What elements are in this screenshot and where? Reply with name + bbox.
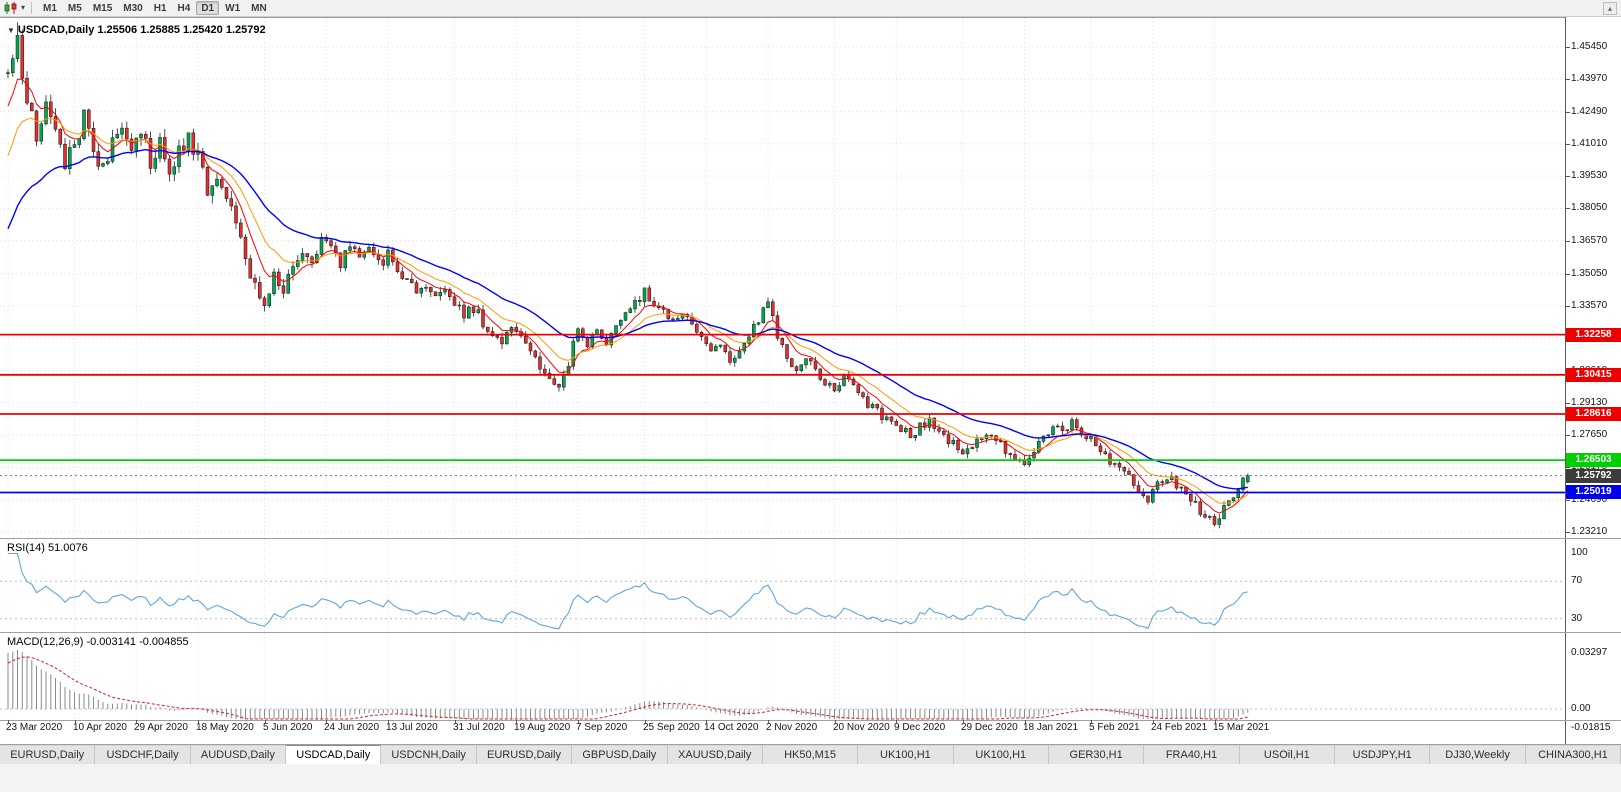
- macd-pane[interactable]: [0, 633, 1565, 720]
- timeframe-button-mn[interactable]: MN: [251, 3, 267, 14]
- pane-separator[interactable]: [0, 538, 1621, 539]
- candlesticks: [6, 22, 1250, 529]
- chart-tab-audusddaily[interactable]: AUDUSD,Daily: [190, 745, 287, 764]
- macd-signal-line: [7, 656, 1248, 720]
- ma-line-7: [7, 78, 1249, 514]
- chevron-down-icon[interactable]: ▾: [21, 3, 26, 12]
- moving-averages: [7, 78, 1249, 514]
- chart-tab-usdcaddaily[interactable]: USDCAD,Daily: [286, 745, 382, 764]
- chart-title: ▼ USDCAD,Daily 1.25506 1.25885 1.25420 1.…: [7, 24, 266, 36]
- chart-tab-eurusddaily[interactable]: EURUSD,Daily: [476, 745, 573, 764]
- timeframe-buttons: M1 M5 M15 M30 H1 H4 D1 W1 MN: [38, 1, 272, 15]
- chart-tab-usoilh1[interactable]: USOil,H1: [1239, 745, 1336, 764]
- horizontal-lines: [0, 333, 1565, 494]
- triangle-icon: ▼: [7, 26, 15, 35]
- chart-tab-usdjpyh1[interactable]: USDJPY,H1: [1335, 745, 1431, 764]
- chart-type-icon[interactable]: [4, 1, 18, 15]
- chart-tab-usdchfdaily[interactable]: USDCHF,Daily: [95, 745, 191, 764]
- pane-separator[interactable]: [0, 720, 1621, 721]
- chart-tab-xauusddaily[interactable]: XAUUSD,Daily: [667, 745, 763, 764]
- chart-tab-eurusddaily[interactable]: EURUSD,Daily: [0, 745, 96, 764]
- toolbar-collapse-button[interactable]: ▴: [1603, 1, 1617, 15]
- toolbar-separator: [31, 2, 33, 14]
- bottom-strip: [0, 764, 1621, 792]
- chart-tab-bar: EURUSD,Daily USDCHF,Daily AUDUSD,Daily USDC…: [0, 744, 1621, 764]
- ma-line-30: [7, 148, 1248, 490]
- price-axis-column[interactable]: [1565, 17, 1621, 744]
- price-pane[interactable]: [0, 18, 1565, 538]
- timeframe-button-d1[interactable]: D1: [196, 1, 220, 15]
- timeframe-button-w1[interactable]: W1: [225, 3, 241, 14]
- price-grid: [0, 18, 1565, 538]
- chart-tab-ger30h1[interactable]: GER30,H1: [1048, 745, 1145, 764]
- chart-tab-dj30weekly[interactable]: DJ30,Weekly: [1430, 745, 1526, 764]
- chart-tab-gbpusddaily[interactable]: GBPUSD,Daily: [572, 745, 668, 764]
- chart-tab-fra40h1[interactable]: FRA40,H1: [1144, 745, 1240, 764]
- macd-grid: [0, 633, 1565, 720]
- timeframe-button-m15[interactable]: M15: [92, 3, 113, 14]
- chart-window[interactable]: [0, 17, 1621, 744]
- top-toolbar: ▾ M1 M5 M15 M30 H1 H4 D1 W1 MN ▴: [0, 0, 1621, 17]
- chart-tab-usdcnhdaily[interactable]: USDCNH,Daily: [381, 745, 477, 764]
- chart-tab-uk100h1[interactable]: UK100,H1: [953, 745, 1049, 764]
- timeframe-button-m5[interactable]: M5: [67, 3, 82, 14]
- timeframe-button-h4[interactable]: H4: [177, 3, 191, 14]
- timeframe-button-m1[interactable]: M1: [43, 3, 57, 14]
- timeframe-button-m30[interactable]: M30: [123, 3, 143, 14]
- rsi-indicator-label: RSI(14) 51.0076: [7, 542, 88, 554]
- timeframe-button-h1[interactable]: H1: [153, 3, 167, 14]
- chart-tab-uk100h1[interactable]: UK100,H1: [858, 745, 954, 764]
- ma-line-14: [7, 117, 1249, 504]
- rsi-grid: [0, 539, 1565, 632]
- rsi-pane[interactable]: [0, 539, 1565, 632]
- pane-separator[interactable]: [0, 632, 1621, 633]
- chart-tab-hk50m15[interactable]: HK50,M15: [762, 745, 859, 764]
- rsi-line: [7, 552, 1248, 630]
- macd-indicator-label: MACD(12,26,9) -0.003141 -0.004855: [7, 636, 189, 648]
- chart-tab-china300h1[interactable]: CHINA300,H1: [1525, 745, 1621, 764]
- chart-title-text: USDCAD,Daily 1.25506 1.25885 1.25420 1.2…: [17, 24, 266, 36]
